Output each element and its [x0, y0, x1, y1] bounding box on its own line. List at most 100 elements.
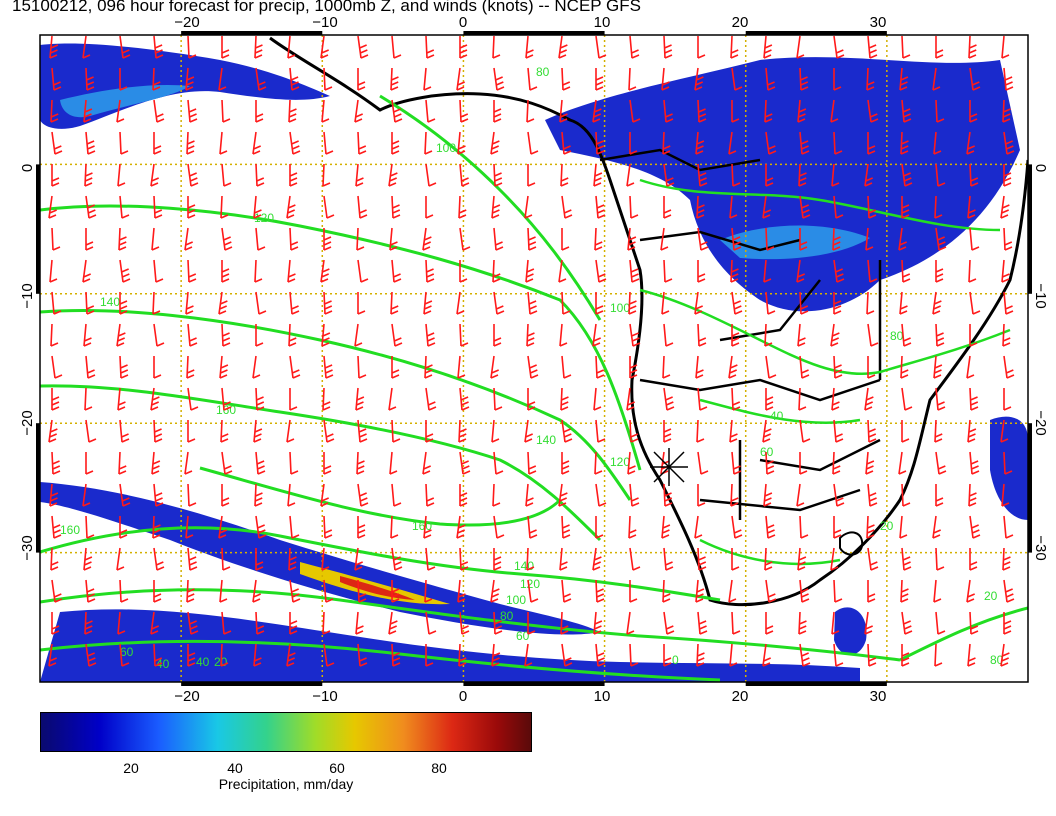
wind-barb: [119, 195, 130, 219]
wind-barb: [153, 323, 165, 347]
wind-barb: [493, 324, 502, 347]
wind-barb: [1003, 515, 1014, 539]
wind-barb: [389, 451, 398, 475]
wind-barb: [728, 579, 737, 603]
wind-barb: [833, 643, 844, 667]
wind-barb: [796, 35, 805, 59]
wind-barb: [187, 99, 198, 123]
wind-barb: [221, 387, 232, 411]
wind-barb: [765, 612, 774, 635]
wind-barb: [833, 516, 842, 539]
wind-barb: [663, 259, 673, 283]
wind-barb: [253, 195, 262, 219]
wind-barb: [459, 451, 471, 475]
wind-barb: [356, 451, 365, 475]
madagascar-outline: [839, 531, 864, 556]
wind-barb: [730, 35, 739, 59]
wind-barb: [833, 355, 843, 379]
wind-barb: [765, 388, 774, 411]
wind-barb: [456, 515, 466, 539]
wind-barb: [252, 131, 261, 155]
wind-barb: [119, 35, 131, 59]
wind-barb: [798, 163, 807, 187]
wind-barb: [796, 259, 805, 283]
wind-barb: [595, 643, 606, 667]
wind-barb: [254, 35, 263, 59]
wind-barb: [388, 611, 398, 635]
wind-barb: [493, 548, 502, 571]
wind-barb: [218, 515, 227, 539]
lon-tick-label: −20: [174, 14, 199, 31]
wind-barb: [218, 291, 228, 315]
wind-barb: [323, 579, 334, 603]
wind-barb: [491, 419, 500, 443]
wind-barb: [51, 451, 61, 475]
wind-barb: [629, 35, 640, 59]
wind-barb: [694, 515, 703, 539]
lat-tick-label: −20: [19, 410, 36, 435]
wind-barb: [119, 355, 129, 379]
wind-barb: [423, 67, 432, 91]
wind-barb: [595, 355, 605, 379]
wind-barb: [833, 35, 845, 59]
wind-barb: [525, 35, 534, 59]
wind-barb: [594, 451, 603, 475]
wind-barb: [832, 451, 841, 475]
wind-barb: [593, 387, 602, 411]
wind-barb: [524, 195, 533, 219]
wind-barb: [187, 323, 198, 347]
contour-label: 80: [500, 609, 514, 623]
wind-barb: [48, 419, 58, 443]
wind-barb: [355, 163, 364, 187]
wind-barb: [221, 99, 231, 123]
wind-barb: [119, 516, 128, 539]
wind-barb: [527, 388, 536, 411]
wind-barb: [493, 100, 502, 123]
wind-barb: [629, 259, 640, 283]
wind-barb: [696, 195, 705, 219]
wind-barb: [697, 99, 707, 123]
lat-tick-label: −20: [1032, 410, 1049, 435]
wind-barb: [833, 579, 843, 603]
wind-barb: [969, 163, 979, 187]
wind-barb: [184, 451, 193, 475]
wind-barb: [493, 515, 505, 539]
wind-barb: [729, 419, 738, 443]
wind-barb: [1002, 547, 1011, 571]
wind-barb: [492, 35, 501, 59]
wind-barb: [935, 323, 945, 347]
wind-barb: [867, 547, 879, 571]
wind-barb: [425, 196, 434, 219]
wind-barb: [117, 387, 126, 411]
wind-barb: [1000, 419, 1009, 443]
wind-barb: [220, 643, 229, 667]
wind-barb: [391, 356, 400, 379]
wind-barb: [422, 227, 432, 251]
wind-barb: [697, 163, 708, 187]
wind-barb: [729, 195, 738, 219]
wind-barb: [798, 611, 807, 635]
wind-barb: [663, 611, 675, 635]
wind-barb: [731, 163, 741, 187]
coastline-layer: [269, 36, 1028, 607]
wind-barb: [255, 387, 265, 411]
wind-barb: [119, 131, 129, 155]
wind-barb: [390, 291, 399, 315]
wind-barb: [289, 227, 299, 251]
wind-barb: [525, 483, 534, 507]
contour-line: [379, 94, 602, 321]
wind-barb: [51, 227, 61, 251]
wind-barb: [119, 483, 131, 507]
wind-barb: [391, 195, 401, 219]
wind-barb: [867, 323, 879, 347]
wind-barb: [796, 483, 805, 507]
wind-barb: [663, 99, 674, 123]
wind-barb: [1001, 259, 1010, 283]
contour-label: 140: [100, 295, 120, 309]
wind-barb: [526, 547, 535, 571]
wind-barb: [255, 324, 264, 347]
wind-barb: [595, 419, 606, 443]
wind-barb: [799, 228, 808, 251]
precip-southeast-blob: [834, 607, 867, 655]
wind-barb: [561, 579, 572, 603]
